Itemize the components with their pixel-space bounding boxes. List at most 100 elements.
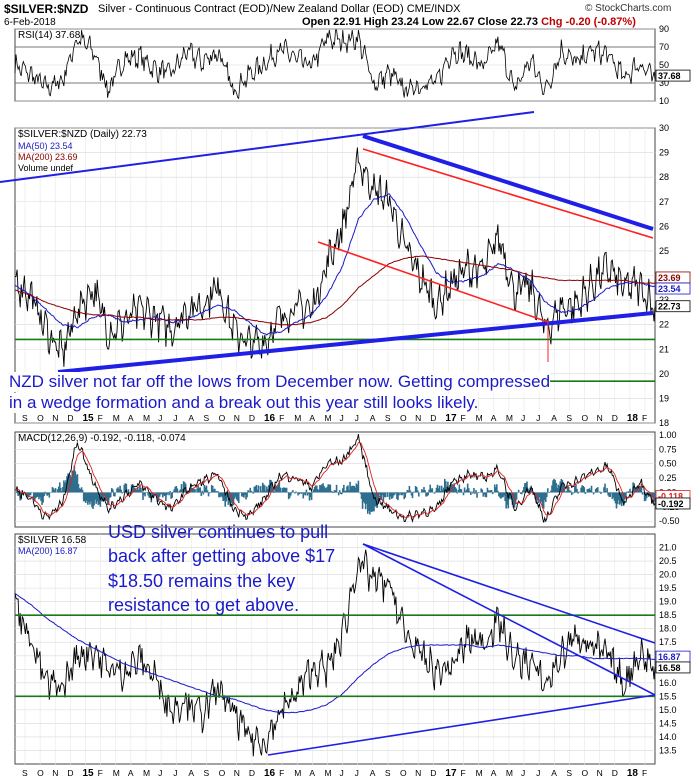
usd-tick-label: 14.5 — [659, 718, 677, 728]
nzd-x-tick-label: 18 — [627, 413, 639, 424]
nzd-tick-label: 28 — [659, 172, 669, 182]
nzd-x-tick-label: A — [370, 413, 376, 423]
nzd-tick-label: 27 — [659, 197, 669, 207]
ohlc-readout: Open 22.91 High 23.24 Low 22.67 Close 22… — [302, 16, 636, 28]
nzd-tick-label: 18 — [659, 418, 669, 428]
rsi-title: RSI(14) 37.68 — [18, 30, 81, 41]
usd-x-tick-label: N — [597, 768, 603, 778]
nzd-x-tick-label: S — [566, 413, 572, 423]
nzd-last-value: 23.69 — [658, 273, 681, 283]
nzd-x-tick-label: D — [67, 413, 73, 423]
usd-x-tick-label: O — [400, 768, 407, 778]
usd-x-tick-label: M — [324, 768, 331, 778]
macd-signal-line — [14, 442, 656, 519]
nzd-x-tick-label: J — [521, 413, 525, 423]
usd-legend-ma200: MA(200) 16.87 — [18, 546, 78, 556]
nzd-x-tick-label: F — [279, 413, 284, 423]
nzd-legend-ma200: MA(200) 23.69 — [18, 152, 78, 162]
nzd-tick-label: 21 — [659, 344, 669, 354]
macd-title: MACD(12,26,9) -0.192, -0.118, -0.074 — [18, 433, 186, 444]
change-value: Chg -0.20 (-0.87%) — [541, 16, 636, 28]
nzd-tick-label: 25 — [659, 246, 669, 256]
nzd-x-tick-label: 16 — [264, 413, 276, 424]
usd-tick-label: 21.0 — [659, 543, 677, 553]
usd-x-tick-label: A — [370, 768, 376, 778]
nzd-x-tick-label: 17 — [445, 413, 457, 424]
usd-annotation-line1: USD silver continues to pull — [108, 522, 329, 542]
usd-x-tick-label: N — [52, 768, 58, 778]
nzd-tick-label: 23 — [659, 295, 669, 305]
nzd-red-channel-lower — [317, 241, 549, 323]
usd-x-tick-label: O — [37, 768, 44, 778]
usd-x-tick-label: N — [415, 768, 421, 778]
macd-last-value: -0.118 — [658, 491, 683, 501]
usd-upper-trendline — [362, 543, 656, 644]
usd-x-tick-label: F — [279, 768, 284, 778]
usd-x-tick-label: D — [612, 768, 618, 778]
nzd-x-tick-label: N — [597, 413, 603, 423]
usd-tick-label: 15.5 — [659, 691, 677, 701]
usd-x-tick-label: 16 — [264, 768, 276, 779]
usd-last-value: 16.58 — [658, 663, 681, 673]
usd-tick-label: 20.5 — [659, 556, 677, 566]
usd-x-tick-label: 17 — [445, 768, 457, 779]
rsi-tick-label: 50 — [659, 60, 669, 70]
nzd-x-tick-label: F — [642, 413, 647, 423]
usd-x-tick-label: J — [158, 768, 162, 778]
nzd-x-tick-label: F — [98, 413, 103, 423]
nzd-x-tick-label: J — [173, 413, 177, 423]
usd-tick-label: 19.0 — [659, 597, 677, 607]
usd-last-box — [655, 661, 691, 674]
chart-description: Silver - Continuous Contract (EOD)/New Z… — [98, 3, 461, 15]
usd-x-tick-label: J — [340, 768, 344, 778]
usd-tick-label: 19.5 — [659, 583, 677, 593]
usd-tick-label: 17.5 — [659, 637, 677, 647]
rsi-last-value: 37.68 — [658, 71, 681, 81]
usd-tick-label: 15.0 — [659, 705, 677, 715]
nzd-tick-label: 22 — [659, 320, 669, 330]
nzd-x-tick-label: J — [158, 413, 162, 423]
usd-x-tick-label: M — [294, 768, 301, 778]
macd-tick-label: 0.25 — [659, 473, 677, 483]
usd-tick-label: 18.5 — [659, 610, 677, 620]
nzd-price-series — [14, 147, 656, 367]
nzd-x-tick-label: J — [355, 413, 359, 423]
macd-line — [14, 434, 656, 523]
nzd-last-value: 23.54 — [658, 284, 681, 294]
usd-lower-trendline — [267, 694, 656, 756]
nzd-x-tick-label: A — [491, 413, 497, 423]
usd-x-tick-label: S — [203, 768, 209, 778]
usd-x-tick-label: F — [461, 768, 466, 778]
usd-x-tick-label: D — [430, 768, 436, 778]
nzd-x-tick-label: N — [52, 413, 58, 423]
nzd-x-tick-label: O — [400, 413, 407, 423]
nzd-x-tick-label: A — [188, 413, 194, 423]
nzd-annotation-line1: NZD silver not far off the lows from Dec… — [9, 372, 551, 392]
usd-title: $SILVER 16.58 — [18, 535, 87, 546]
nzd-x-tick-label: M — [324, 413, 331, 423]
nzd-x-tick-label: M — [143, 413, 150, 423]
chart-date: 6-Feb-2018 — [4, 17, 56, 28]
usd-x-tick-label: M — [113, 768, 120, 778]
nzd-x-tick-label: J — [340, 413, 344, 423]
usd-x-tick-label: A — [188, 768, 194, 778]
usd-x-tick-label: A — [309, 768, 315, 778]
nzd-x-tick-label: M — [113, 413, 120, 423]
nzd-x-tick-label: F — [461, 413, 466, 423]
nzd-annotation-line2: in a wedge formation and a break out thi… — [9, 393, 479, 413]
usd-x-tick-label: F — [642, 768, 647, 778]
nzd-title: $SILVER:$NZD (Daily) 22.73 — [18, 129, 147, 140]
macd-tick-label: 0.75 — [659, 444, 677, 454]
rsi-line — [14, 29, 656, 100]
high-value: High 23.24 — [363, 16, 419, 28]
macd-tick-label: 1.00 — [659, 430, 677, 440]
usd-x-tick-label: A — [128, 768, 134, 778]
low-value: Low 22.67 — [421, 16, 475, 28]
nzd-legend-volume: Volume undef — [18, 163, 74, 173]
nzd-x-tick-label: S — [385, 413, 391, 423]
nzd-legend-ma50: MA(50) 23.54 — [18, 141, 73, 151]
usd-ma200-series — [14, 592, 656, 714]
macd-tick-label: 0.50 — [659, 459, 677, 469]
nzd-x-tick-label: M — [476, 413, 483, 423]
